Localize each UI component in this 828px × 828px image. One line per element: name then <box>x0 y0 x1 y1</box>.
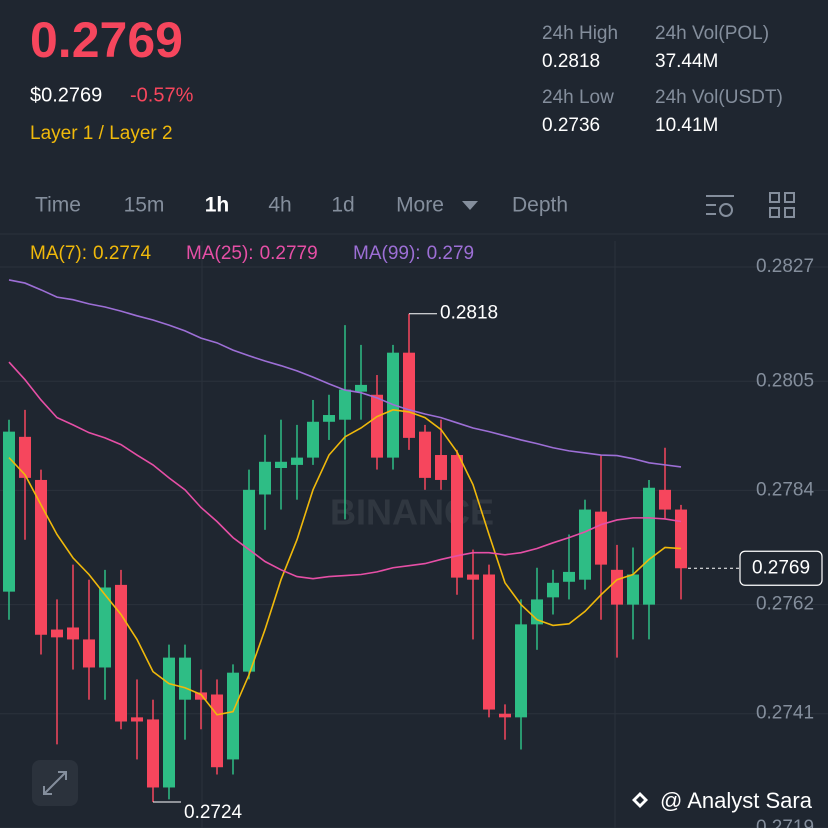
stat-value: 10.41M <box>655 115 718 136</box>
watermark: BINANCE <box>330 492 494 533</box>
candle-body <box>499 713 511 718</box>
ma-legend-label: MA(99): <box>353 243 421 264</box>
tab[interactable]: More <box>396 194 444 217</box>
candle-body <box>115 584 127 722</box>
candle-body <box>3 431 15 592</box>
candle-body <box>83 639 95 668</box>
candle-body <box>291 457 303 465</box>
candle-body <box>435 455 447 480</box>
ma-legend-value: 0.2779 <box>260 243 318 264</box>
candle-body <box>339 389 351 420</box>
y-tick-label: 0.2805 <box>756 370 814 391</box>
candle-body <box>179 657 191 700</box>
layout-icon[interactable] <box>769 192 795 218</box>
stat-label: 24h High <box>542 23 618 44</box>
tab[interactable]: Depth <box>512 194 568 217</box>
candle-body <box>467 574 479 580</box>
more-arrow[interactable] <box>462 201 478 210</box>
ma-line <box>8 409 682 716</box>
y-tick-label: 0.2741 <box>756 703 814 724</box>
change: -0.57% <box>130 84 194 106</box>
candle-body <box>19 436 31 478</box>
tab[interactable]: 15m <box>124 194 165 217</box>
candle-body <box>595 511 607 565</box>
stat-value: 0.2818 <box>542 51 600 72</box>
last-price-label: 0.2769 <box>752 557 810 578</box>
candle-body <box>403 352 415 438</box>
candle-body <box>627 574 639 605</box>
candle-body <box>35 479 47 635</box>
ma-legend-value: 0.279 <box>427 243 475 264</box>
tag[interactable]: Layer 1 / Layer 2 <box>30 123 173 144</box>
candle-body <box>163 657 175 788</box>
candle-body <box>259 461 271 495</box>
last-price-box <box>739 550 823 586</box>
candle-body <box>643 487 655 605</box>
logo <box>632 792 648 808</box>
y-tick-label: 0.2762 <box>756 594 814 615</box>
ma-legend: MA(7): 0.2774 <box>30 243 152 264</box>
candle-body <box>195 692 207 700</box>
stat-value: 37.44M <box>655 51 718 72</box>
chart: BINANCE 0.2827 0.2805 0.2784 0.2762 0.2741 0.2… <box>0 243 828 828</box>
candle-body <box>419 431 431 478</box>
settings-icon[interactable] <box>706 195 734 217</box>
candle-body <box>355 384 367 392</box>
ma-line <box>8 279 682 468</box>
stat-label: 24h Low <box>542 87 614 108</box>
ma-legend-label: MA(7): <box>30 243 87 264</box>
candle-body <box>563 571 575 582</box>
ma-line <box>8 361 682 580</box>
stat-label: 24h Vol(USDT) <box>655 87 783 108</box>
candle-body <box>531 599 543 625</box>
ma-legend: MA(25): 0.2779 <box>186 243 318 264</box>
usd-price: $0.2769 <box>30 84 102 106</box>
candle-body <box>99 587 111 668</box>
tab[interactable]: 4h <box>268 194 291 217</box>
low-label: 0.2724 <box>184 802 243 823</box>
candle-body <box>131 717 143 722</box>
price: 0.2769 <box>30 12 183 68</box>
y-tick-label: 0.2719 <box>756 817 814 828</box>
high-label: 0.2818 <box>440 303 498 324</box>
footer: @ Analyst Sara <box>660 788 813 813</box>
ma-legend: MA(99): 0.279 <box>353 243 474 264</box>
candle-body <box>67 627 79 640</box>
candle-body <box>371 394 383 458</box>
candle-body <box>547 582 559 598</box>
candle-body <box>483 574 495 710</box>
candle-body <box>307 421 319 458</box>
y-tick-label: 0.2784 <box>756 479 815 500</box>
candle-body <box>611 569 623 605</box>
candle-body <box>51 629 63 638</box>
candle-body <box>659 489 671 510</box>
ma-legend-label: MA(25): <box>186 243 254 264</box>
tab[interactable]: 1d <box>331 194 354 217</box>
candle-body <box>147 719 159 788</box>
candle-body <box>323 415 335 422</box>
y-tick-label: 0.2827 <box>756 256 814 277</box>
expand-button[interactable] <box>32 760 78 806</box>
tab[interactable]: 1h <box>205 194 230 217</box>
candle-body <box>515 624 527 718</box>
tab[interactable]: Time <box>35 194 81 217</box>
stat-label: 24h Vol(POL) <box>655 23 769 44</box>
candle-body <box>275 461 287 469</box>
candle-body <box>451 455 463 578</box>
candle-body <box>243 489 255 672</box>
candle-body <box>227 672 239 760</box>
candle-body <box>211 694 223 768</box>
ma-legend-value: 0.2774 <box>93 243 152 264</box>
candle-body <box>675 509 687 569</box>
stat-value: 0.2736 <box>542 115 600 136</box>
candle-body <box>579 509 591 580</box>
